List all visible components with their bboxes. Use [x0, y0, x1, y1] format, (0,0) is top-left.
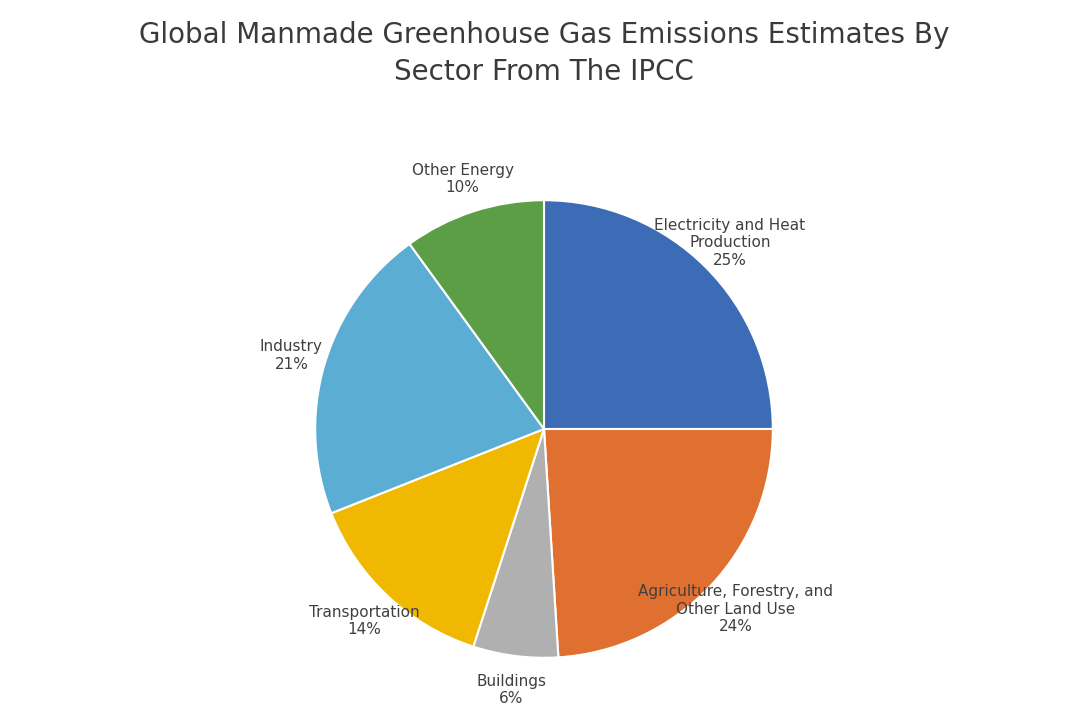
- Text: Buildings
6%: Buildings 6%: [477, 674, 546, 706]
- Wedge shape: [544, 429, 772, 657]
- Wedge shape: [544, 200, 772, 429]
- Text: Other Energy
10%: Other Energy 10%: [411, 162, 514, 195]
- Text: Industry
21%: Industry 21%: [260, 340, 323, 372]
- Wedge shape: [409, 200, 544, 429]
- Wedge shape: [473, 429, 558, 658]
- Wedge shape: [331, 429, 544, 646]
- Text: Electricity and Heat
Production
25%: Electricity and Heat Production 25%: [655, 218, 805, 268]
- Text: Agriculture, Forestry, and
Other Land Use
24%: Agriculture, Forestry, and Other Land Us…: [639, 584, 833, 634]
- Text: Global Manmade Greenhouse Gas Emissions Estimates By
Sector From The IPCC: Global Manmade Greenhouse Gas Emissions …: [139, 21, 949, 87]
- Wedge shape: [316, 244, 544, 513]
- Text: Transportation
14%: Transportation 14%: [309, 605, 419, 637]
